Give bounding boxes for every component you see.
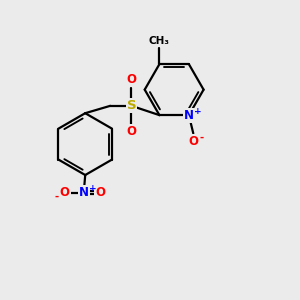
Text: N: N xyxy=(79,186,89,199)
Text: S: S xyxy=(127,99,136,112)
Text: CH₃: CH₃ xyxy=(149,36,170,46)
Text: O: O xyxy=(188,135,198,148)
Text: -: - xyxy=(55,192,59,202)
Text: O: O xyxy=(95,186,105,199)
Text: N: N xyxy=(184,109,194,122)
Text: O: O xyxy=(127,125,136,138)
Text: +: + xyxy=(89,184,97,193)
Text: O: O xyxy=(60,186,70,199)
Text: O: O xyxy=(127,74,136,86)
Text: +: + xyxy=(194,106,202,116)
Text: -: - xyxy=(200,133,204,142)
